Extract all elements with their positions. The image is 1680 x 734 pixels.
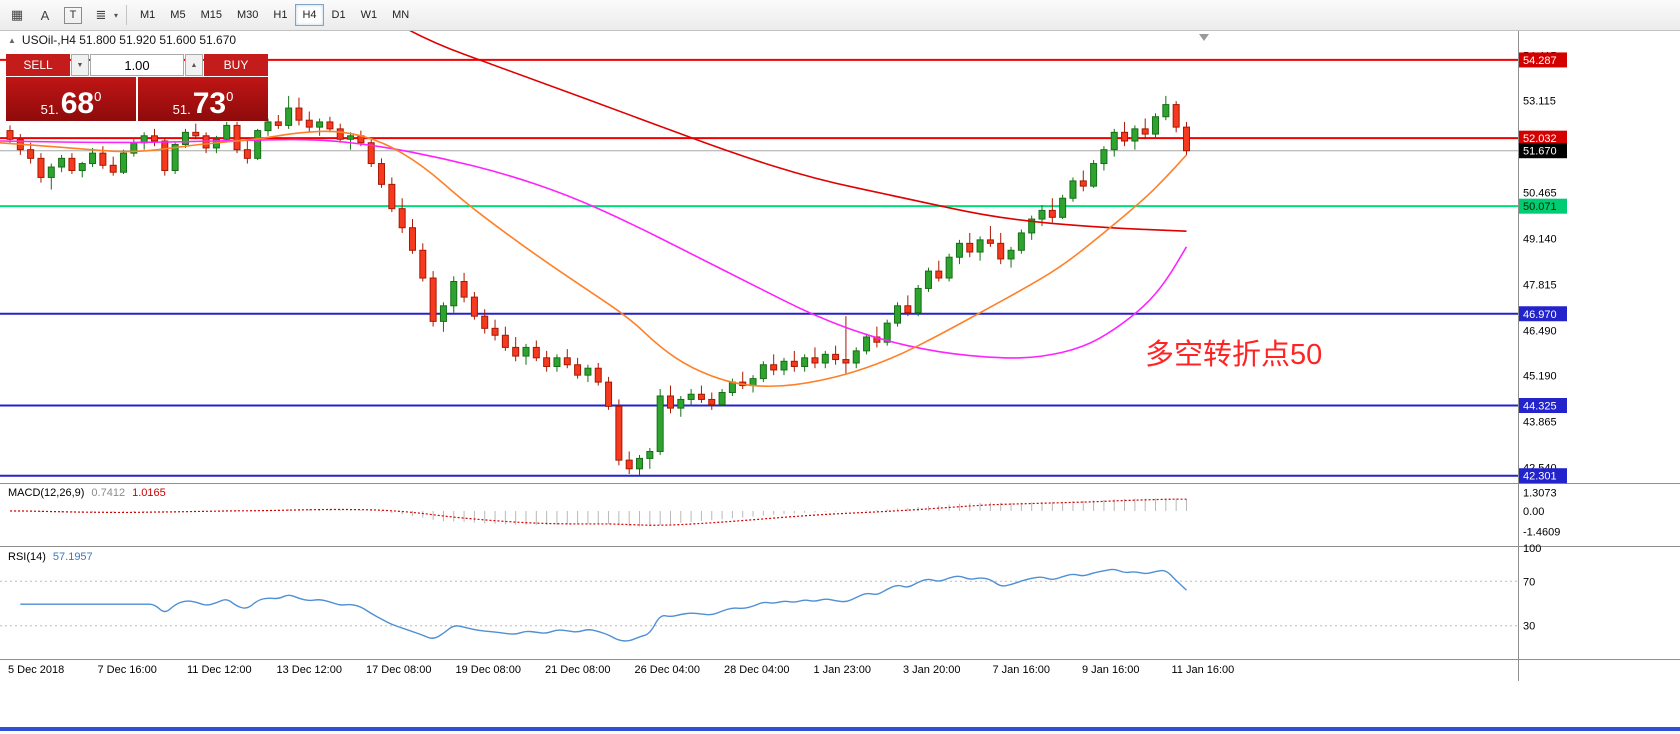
buy-button[interactable]: BUY bbox=[204, 54, 268, 76]
time-axis[interactable]: 5 Dec 2018 7 Dec 16:00 11 Dec 12:00 13 Dec … bbox=[8, 664, 1234, 676]
timeframe-button-m5[interactable]: M5 bbox=[163, 4, 192, 26]
indicators-icon[interactable]: ≣ bbox=[95, 7, 107, 22]
toolbar: ▦ A T ≣ ▾ M1 M5 M15 M30 H1 H4 D1 W1 MN bbox=[0, 0, 1680, 31]
timeframe-button-w1[interactable]: W1 bbox=[354, 4, 385, 26]
level-price-badge-text: 46.970 bbox=[1523, 309, 1557, 321]
time-axis-label: 7 Jan 16:00 bbox=[993, 664, 1051, 676]
volume-input[interactable] bbox=[90, 54, 184, 76]
sell-button[interactable]: SELL bbox=[6, 54, 70, 76]
time-axis-label: 21 Dec 08:00 bbox=[545, 664, 610, 676]
timeframe-button-d1[interactable]: D1 bbox=[325, 4, 353, 26]
macd-axis-label: 0.00 bbox=[1523, 506, 1544, 518]
price-axis-label: 47.815 bbox=[1523, 279, 1557, 291]
level-price-badge bbox=[1519, 398, 1567, 414]
sell-price-prefix: 51. bbox=[40, 102, 59, 117]
chart-annotation-text[interactable]: 多空转折点50 bbox=[1145, 339, 1323, 371]
level-price-badge-text: 50.071 bbox=[1523, 201, 1557, 213]
macd-signal-line bbox=[9, 498, 1187, 526]
one-click-trading-panel: SELL ▼ ▲ BUY 51. 68 0 51. 73 0 bbox=[6, 54, 268, 121]
price-axis[interactable]: 54.41553.11550.46549.14047.81546.49045.1… bbox=[1519, 50, 1567, 633]
candlestick-series bbox=[6, 95, 1190, 476]
time-axis-label: 9 Jan 16:00 bbox=[1082, 664, 1140, 676]
level-price-badge-text: 44.325 bbox=[1523, 401, 1557, 413]
price-axis-label: 46.490 bbox=[1523, 325, 1557, 337]
toolbar-separator bbox=[126, 5, 128, 25]
bottom-window-edge bbox=[0, 727, 1680, 731]
indicators-icon-caret[interactable]: ▾ bbox=[114, 10, 119, 20]
level-price-badge bbox=[1519, 130, 1567, 146]
toolbar-icons: ▦ A T ≣ ▾ bbox=[4, 3, 120, 27]
buy-price-button[interactable]: 51. 73 0 bbox=[138, 77, 268, 121]
chart-symbol-header: ▲ USOil-,H4 51.800 51.920 51.600 51.670 bbox=[8, 33, 236, 47]
macd-main-value: 0.7412 bbox=[91, 487, 126, 499]
rsi-value: 57.1957 bbox=[52, 551, 93, 563]
rsi-pane-header: RSI(14) 57.1957 bbox=[8, 551, 93, 563]
timeframe-button-h1[interactable]: H1 bbox=[266, 4, 294, 26]
buy-price-prefix: 51. bbox=[172, 102, 191, 117]
time-axis-label: 28 Dec 04:00 bbox=[724, 664, 789, 676]
level-price-badge bbox=[1519, 468, 1567, 484]
time-axis-label: 26 Dec 04:00 bbox=[635, 664, 700, 676]
symbol-ohlc-text: USOil-,H4 51.800 51.920 51.600 51.670 bbox=[21, 33, 237, 47]
time-axis-label: 7 Dec 16:00 bbox=[98, 664, 157, 676]
price-axis-label: 49.140 bbox=[1523, 233, 1557, 245]
time-axis-label: 1 Jan 23:00 bbox=[814, 664, 872, 676]
collapse-triangle-icon[interactable]: ▲ bbox=[8, 35, 16, 45]
rsi-line bbox=[20, 568, 1187, 642]
rsi-axis-label: 30 bbox=[1523, 621, 1535, 633]
level-price-badge-text: 52.032 bbox=[1523, 133, 1557, 145]
rsi-axis-label: 70 bbox=[1523, 576, 1535, 588]
level-price-badge bbox=[1519, 198, 1567, 214]
time-axis-label: 11 Dec 12:00 bbox=[187, 664, 252, 676]
volume-decrease-button[interactable]: ▼ bbox=[71, 54, 89, 76]
grid-pattern-icon[interactable]: ▦ bbox=[10, 7, 24, 22]
price-axis-label: 45.190 bbox=[1523, 371, 1557, 383]
level-price-badge bbox=[1519, 306, 1567, 322]
rsi-label: RSI(14) bbox=[8, 551, 46, 563]
ma-mid-magenta bbox=[0, 138, 1188, 359]
sell-price-sup: 0 bbox=[94, 89, 102, 104]
time-axis-label: 5 Dec 2018 bbox=[8, 664, 64, 676]
time-axis-label: 11 Jan 16:00 bbox=[1172, 664, 1235, 676]
macd-axis-label: 1.3073 bbox=[1523, 487, 1557, 499]
current-price-badge-text: 51.670 bbox=[1523, 146, 1557, 158]
level-price-badge bbox=[1519, 52, 1567, 68]
pane-separators bbox=[0, 483, 1680, 660]
price-axis-label: 50.465 bbox=[1523, 188, 1557, 200]
time-axis-label: 3 Jan 20:00 bbox=[903, 664, 961, 676]
buy-price-sup: 0 bbox=[226, 89, 234, 104]
main-price-pane[interactable] bbox=[0, 0, 1518, 477]
sell-price-digits: 68 bbox=[60, 87, 95, 120]
time-axis-label: 17 Dec 08:00 bbox=[366, 664, 431, 676]
text-label-icon[interactable]: T bbox=[64, 6, 82, 24]
macd-pane-header: MACD(12,26,9) 0.7412 1.0165 bbox=[8, 487, 166, 499]
macd-pane[interactable] bbox=[9, 498, 1187, 527]
level-price-badge-text: 54.287 bbox=[1523, 55, 1557, 67]
timeframe-button-mn[interactable]: MN bbox=[385, 4, 416, 26]
sell-price-button[interactable]: 51. 68 0 bbox=[6, 77, 136, 121]
ma-slow-red bbox=[407, 30, 1187, 232]
timeframe-button-m15[interactable]: M15 bbox=[194, 4, 229, 26]
time-axis-label: 13 Dec 12:00 bbox=[277, 664, 342, 676]
timeframe-button-h4[interactable]: H4 bbox=[295, 4, 324, 26]
macd-label: MACD(12,26,9) bbox=[8, 487, 85, 499]
buy-price-digits: 73 bbox=[192, 87, 227, 120]
current-price-badge bbox=[1519, 143, 1567, 159]
price-axis-label: 43.865 bbox=[1523, 416, 1557, 428]
rsi-axis-label: 100 bbox=[1523, 543, 1541, 555]
chart-shift-marker-icon[interactable] bbox=[1199, 34, 1209, 41]
toolbar-timeframes: M1 M5 M15 M30 H1 H4 D1 W1 MN bbox=[133, 4, 416, 26]
level-price-badge-text: 42.301 bbox=[1523, 471, 1557, 483]
annotation-a-icon[interactable]: A bbox=[40, 7, 50, 23]
volume-increase-button[interactable]: ▲ bbox=[185, 54, 203, 76]
macd-axis-label: -1.4609 bbox=[1523, 527, 1560, 539]
ma-fast-orange bbox=[0, 130, 1188, 388]
timeframe-button-m1[interactable]: M1 bbox=[133, 4, 162, 26]
timeframe-button-m30[interactable]: M30 bbox=[230, 4, 265, 26]
time-axis-label: 19 Dec 08:00 bbox=[456, 664, 521, 676]
price-axis-label: 53.115 bbox=[1523, 96, 1556, 108]
macd-signal-value: 1.0165 bbox=[132, 487, 166, 499]
